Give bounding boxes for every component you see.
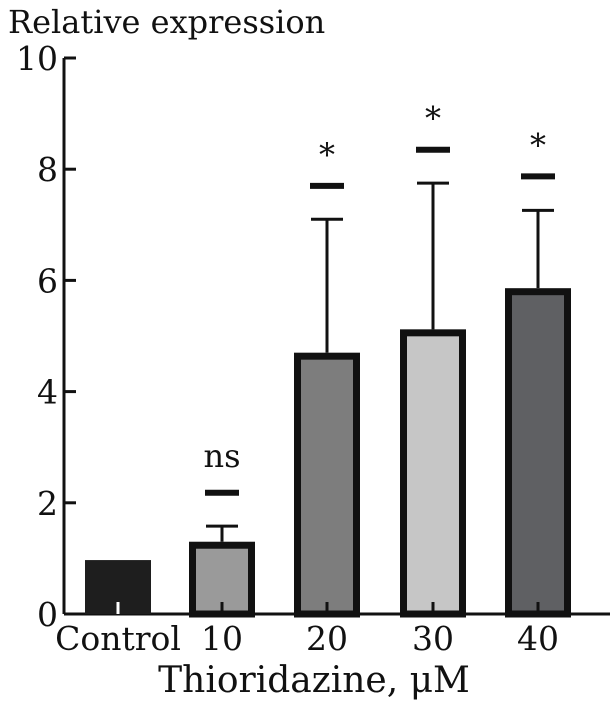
y-tick-label: 10 (16, 39, 58, 78)
bar-40 (505, 288, 571, 618)
y-tick-label: 2 (37, 484, 58, 523)
y-axis-label: Relative expression (8, 3, 325, 41)
bar-20 (294, 352, 360, 618)
x-tick-label-20: 20 (306, 619, 348, 658)
x-axis-label: Thioridazine, μM (158, 660, 470, 701)
x-tick-label-40: 40 (517, 619, 559, 658)
y-tick-label: 0 (37, 595, 58, 634)
significance-label-30: * (425, 100, 441, 138)
significance-label-20: * (319, 136, 335, 174)
x-tick-label-30: 30 (412, 619, 454, 658)
y-tick-label: 8 (37, 150, 58, 189)
x-tick-label-10: 10 (201, 619, 243, 658)
bar-30 (400, 329, 466, 618)
y-tick-label: 6 (37, 261, 58, 300)
y-tick-label: 4 (37, 373, 58, 412)
significance-label-10: ns (203, 437, 240, 475)
x-tick-label-control: Control (55, 619, 181, 658)
significance-label-40: * (530, 126, 546, 164)
